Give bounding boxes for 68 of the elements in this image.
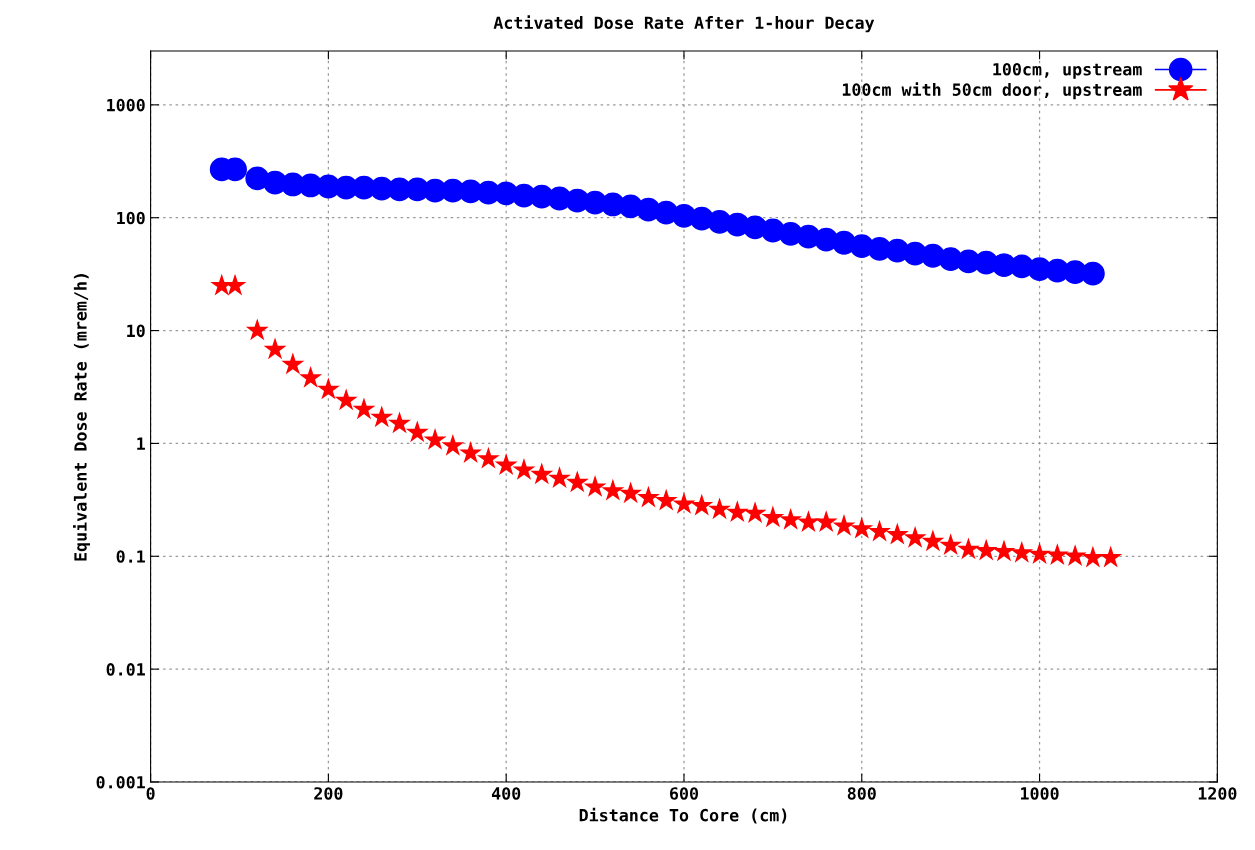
point: [743, 501, 767, 524]
point: [583, 475, 607, 497]
point: [957, 537, 980, 560]
point: [725, 500, 749, 523]
point: [1010, 540, 1034, 563]
y-axis-title: Equivalent Dose Rate (mrem/h): [73, 274, 91, 561]
point: [316, 377, 340, 400]
x-tick-label: 400: [491, 787, 521, 800]
point: [850, 516, 874, 539]
point: [636, 485, 660, 508]
x-tick-label: 200: [314, 787, 343, 800]
point: [565, 470, 589, 493]
point: [974, 538, 998, 561]
point: [779, 507, 803, 530]
point: [530, 462, 554, 485]
point: [476, 446, 500, 469]
point: [832, 514, 856, 536]
point: [245, 318, 269, 341]
point: [885, 522, 909, 545]
point: [796, 510, 820, 533]
point: [690, 493, 714, 516]
point: [494, 453, 518, 476]
point: [708, 497, 731, 520]
point: [619, 481, 643, 504]
y-tick-label: 0.01: [106, 663, 145, 676]
chart-title: Activated Dose Rate After 1-hour Decay: [493, 15, 875, 33]
point: [281, 352, 305, 375]
point: [921, 529, 945, 552]
point: [459, 441, 483, 463]
point: [1099, 545, 1123, 568]
legend-label: 100cm, upstream: [993, 62, 1142, 79]
point: [299, 365, 323, 388]
x-tick-label: 600: [669, 787, 699, 800]
point: [654, 488, 678, 511]
y-tick-label: 1000: [107, 98, 145, 112]
point: [441, 433, 465, 456]
x-tick-label: 800: [847, 787, 876, 800]
legend-label: 100cm with 50cm door, upstream: [842, 82, 1142, 100]
point: [939, 533, 963, 556]
point: [512, 458, 536, 480]
point: [868, 519, 891, 542]
x-tick-label: 1000: [1021, 787, 1059, 800]
point: [423, 428, 447, 450]
x-tick-label: 1200: [1198, 787, 1237, 800]
point: [1081, 261, 1105, 286]
y-tick-label: 0.1: [116, 550, 145, 563]
point: [1045, 543, 1069, 566]
point: [352, 397, 376, 420]
point: [388, 411, 411, 434]
point: [405, 420, 429, 443]
point: [370, 405, 394, 428]
point: [761, 505, 785, 528]
point: [992, 539, 1016, 562]
y-tick-label: 1: [137, 437, 145, 450]
x-tick-label: 0: [146, 787, 155, 800]
point: [548, 466, 571, 489]
point: [814, 510, 838, 533]
point: [1063, 544, 1087, 567]
point: [334, 388, 358, 411]
point: [601, 478, 625, 501]
point: [1028, 542, 1051, 565]
point: [903, 526, 927, 548]
point: [263, 337, 287, 360]
point: [672, 492, 696, 514]
y-tick-label: 10: [127, 324, 145, 338]
y-tick-label: 0.001: [96, 775, 145, 789]
x-axis-title: Distance To Core (cm): [579, 807, 787, 824]
y-tick-label: 100: [117, 211, 145, 225]
